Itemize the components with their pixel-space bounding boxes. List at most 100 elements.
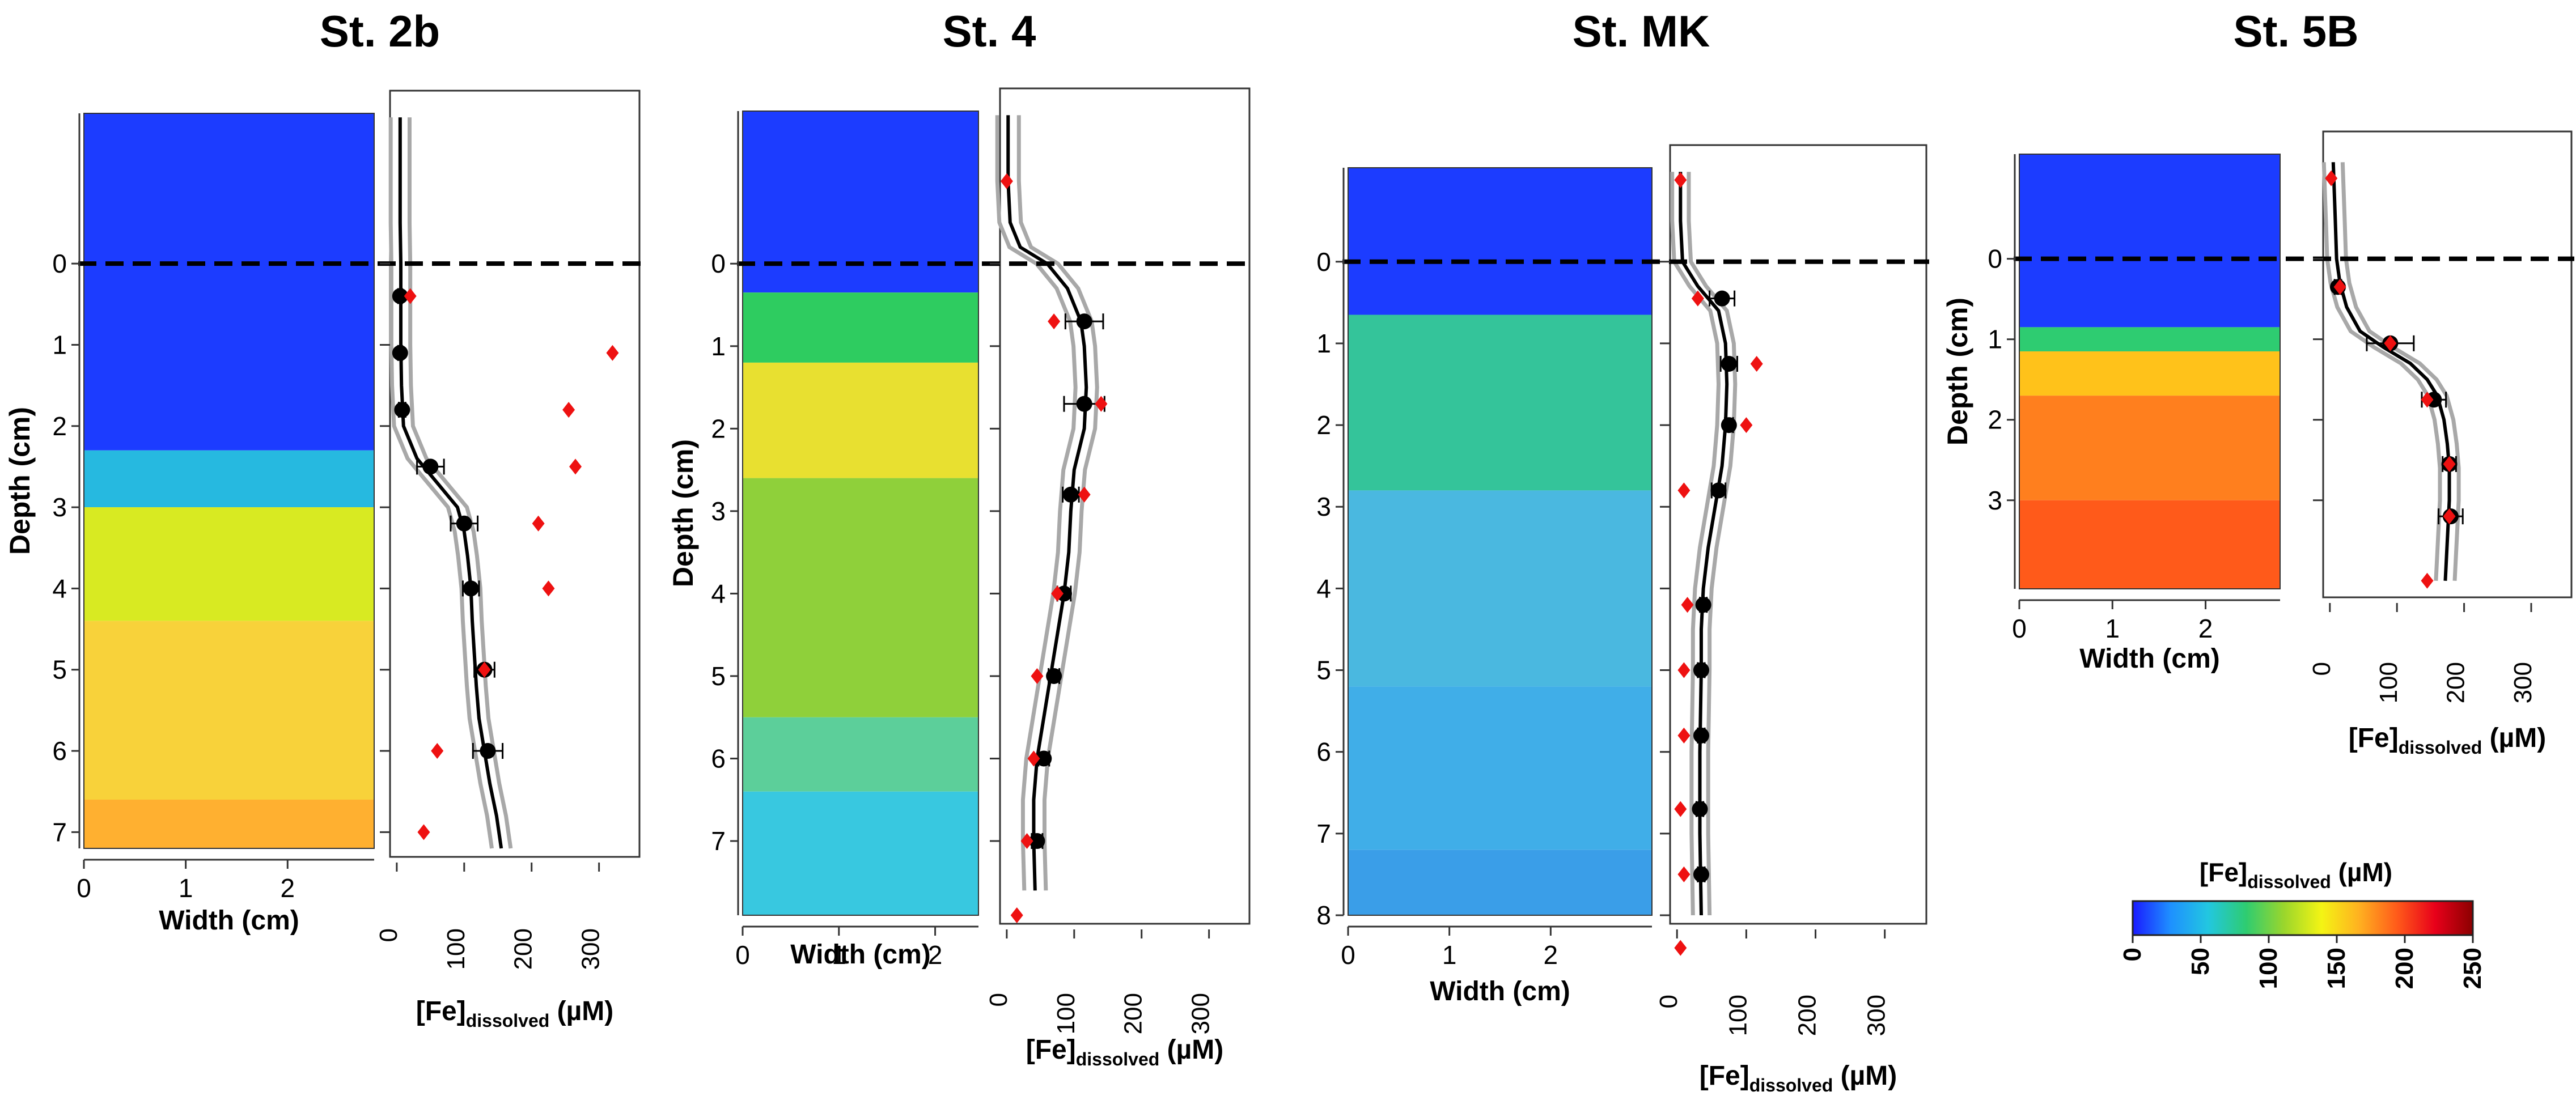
discrete-point [1674, 172, 1687, 188]
profile-band-right [407, 117, 513, 849]
image-zone [84, 450, 374, 508]
discrete-point [532, 515, 545, 532]
image-zone [1348, 168, 1652, 315]
image-zone [84, 800, 374, 848]
fe-axis-title-unit: (µM) [549, 996, 613, 1026]
depth-tick-label: 1 [711, 332, 726, 361]
width-tick-label: 1 [1442, 940, 1457, 970]
colorbar-gradient [2132, 900, 2474, 936]
mean-point [392, 288, 408, 304]
colorbar-tick-label: 200 [2391, 948, 2418, 989]
depth-tick-label: 0 [711, 249, 726, 278]
width-tick-label: 0 [77, 873, 91, 903]
image-zone [2019, 351, 2280, 396]
width-tick-label: 0 [735, 940, 750, 970]
discrete-point [1000, 173, 1013, 189]
depth-tick-label: 2 [1988, 405, 2002, 435]
mean-point [392, 345, 408, 361]
fe-tick-label: 100 [1724, 995, 1752, 1036]
mean-point [1076, 396, 1092, 412]
depth-tick-label: 0 [52, 249, 67, 278]
profile-mean-line [1006, 115, 1088, 891]
fe-axis-title: [Fe]dissolved (µM) [1700, 1061, 1897, 1095]
image-zone [2019, 500, 2280, 589]
panel-title: St. 5B [2233, 6, 2358, 56]
fe-tick-label: 200 [1794, 995, 1821, 1036]
fe-axis-title: [Fe]dissolved (µM) [2349, 723, 2547, 758]
mean-point [1046, 668, 1062, 684]
fe-axis-title-main: [Fe] [1700, 1061, 1749, 1091]
depth-tick-label: 3 [1988, 486, 2002, 515]
fe-tick-label: 0 [985, 993, 1012, 1006]
fe-tick-label: 100 [2375, 662, 2403, 703]
discrete-point [1677, 866, 1690, 882]
mean-point [1692, 801, 1708, 817]
profile-band-left [995, 115, 1078, 891]
profile-plot [995, 115, 1108, 923]
depth-tick-label: 6 [1316, 737, 1331, 767]
discrete-point [1051, 585, 1064, 602]
mean-point [422, 458, 439, 475]
discrete-point [2384, 335, 2397, 351]
discrete-point [1674, 801, 1687, 817]
mean-point [463, 580, 479, 597]
depth-tick-label: 5 [711, 661, 726, 691]
mean-point [1076, 313, 1092, 330]
fe-tick-label: 0 [375, 928, 402, 942]
fe-tick-label: 300 [577, 928, 605, 970]
fe-tick-label: 200 [2442, 662, 2470, 703]
colorbar-title: [Fe]dissolved (µM) [2200, 857, 2392, 892]
discrete-point [404, 288, 417, 304]
depth-tick-label: 5 [1316, 656, 1331, 685]
image-zone [743, 478, 978, 717]
image-zone [84, 113, 374, 451]
depth-tick-label: 8 [1316, 901, 1331, 930]
depth-tick-label: 4 [52, 574, 67, 603]
image-zone [84, 507, 374, 621]
image-zone [2019, 327, 2280, 351]
depth-tick-label: 6 [711, 744, 726, 773]
discrete-point [1750, 355, 1763, 372]
image-zone [1348, 686, 1652, 850]
width-axis-title: Width (cm) [2079, 644, 2220, 674]
discrete-point [2443, 508, 2456, 525]
discrete-point [417, 824, 430, 840]
mean-point [1695, 597, 1711, 613]
width-tick-label: 2 [1544, 940, 1558, 970]
fe-axis-title-unit: (µM) [1159, 1035, 1223, 1065]
width-axis-title: Width (cm) [790, 940, 931, 970]
colorbar-tick-label: 0 [2119, 948, 2146, 961]
mean-point [1062, 486, 1079, 503]
colorbar: [Fe]dissolved (µM) 0 50 100 150 200 250 [2119, 857, 2486, 989]
image-zone [1348, 850, 1652, 915]
image-border [83, 113, 375, 849]
fe-tick-label: 300 [2509, 662, 2537, 703]
depth-tick-label: 5 [52, 655, 67, 685]
discrete-point [1048, 313, 1061, 330]
fe-tick-label: 0 [1655, 995, 1683, 1008]
colorbar-tick-label: 100 [2255, 948, 2282, 989]
profile-band-right [1687, 172, 1738, 916]
mean-point [1036, 750, 1052, 767]
depth-tick-label: 6 [52, 736, 67, 766]
discrete-point [1078, 486, 1091, 503]
colorbar-tick-label: 50 [2187, 948, 2214, 975]
fe-axis-title-unit: (µM) [1833, 1061, 1897, 1091]
width-tick-label: 2 [928, 940, 943, 970]
depth-tick-label: 2 [711, 414, 726, 443]
heatmap-image [742, 111, 979, 916]
profile-band-right [2340, 162, 2461, 581]
discrete-point [1027, 750, 1040, 767]
discrete-point [1681, 597, 1694, 613]
depth-tick-label: 3 [1316, 492, 1331, 521]
width-axis-title: Width (cm) [1430, 976, 1570, 1006]
discrete-point [1740, 417, 1753, 434]
depth-tick-label: 0 [1316, 247, 1331, 277]
